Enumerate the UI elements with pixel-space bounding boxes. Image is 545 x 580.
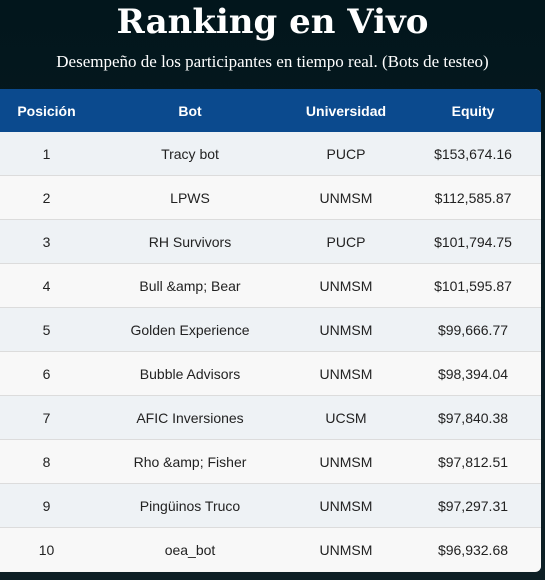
table-row: 7 AFIC Inversiones UCSM $97,840.38 — [0, 395, 541, 440]
page-subtitle: Desempeño de los participantes en tiempo… — [56, 52, 489, 71]
cell-bot: Rho &amp; Fisher — [93, 439, 287, 484]
cell-position: 2 — [0, 175, 93, 220]
table-row: 8 Rho &amp; Fisher UNMSM $97,812.51 — [0, 439, 541, 484]
cell-position: 3 — [0, 219, 93, 264]
cell-university: UNMSM — [287, 175, 405, 220]
cell-equity: $96,932.68 — [437, 541, 509, 558]
cell-equity: $101,595.87 — [405, 263, 541, 308]
table-row: 1 Tracy bot PUCP $153,674.16 — [0, 132, 541, 176]
page-title: Ranking en Vivo — [116, 2, 429, 42]
cell-position: 10 — [38, 541, 55, 558]
cell-equity: $97,812.51 — [405, 439, 541, 484]
column-header-bot: Bot — [178, 102, 202, 119]
cell-university: PUCP — [287, 132, 405, 176]
cell-bot: oea_bot — [164, 541, 216, 558]
table-row: 2 LPWS UNMSM $112,585.87 — [0, 175, 541, 220]
table-body: 1 Tracy bot PUCP $153,674.16 2 LPWS UNMS… — [0, 132, 541, 571]
column-header-university: Universidad — [305, 102, 387, 119]
cell-university: UNMSM — [287, 307, 405, 352]
cell-position: 4 — [0, 263, 93, 308]
cell-bot: LPWS — [93, 175, 287, 220]
cell-bot: Pingüinos Truco — [93, 483, 287, 528]
cell-bot: Bull &amp; Bear — [93, 263, 287, 308]
table-row: 6 Bubble Advisors UNMSM $98,394.04 — [0, 351, 541, 396]
cell-equity: $98,394.04 — [405, 351, 541, 396]
cell-bot: Tracy bot — [93, 132, 287, 176]
cell-bot: Golden Experience — [93, 307, 287, 352]
cell-bot: RH Survivors — [93, 219, 287, 264]
ranking-table-container: Posición Bot Universidad Equity 1 Tracy … — [0, 89, 541, 572]
cell-university: UNMSM — [287, 439, 405, 484]
cell-position: 6 — [0, 351, 93, 396]
cell-equity: $112,585.87 — [405, 175, 541, 220]
table-row: 4 Bull &amp; Bear UNMSM $101,595.87 — [0, 263, 541, 308]
column-header-equity: Equity — [451, 102, 495, 119]
cell-position: 5 — [0, 307, 93, 352]
cell-equity: $97,840.38 — [405, 395, 541, 440]
cell-position: 7 — [0, 395, 93, 440]
cell-university: PUCP — [287, 219, 405, 264]
cell-university: UNMSM — [287, 483, 405, 528]
table-header: Posición Bot Universidad Equity — [0, 89, 541, 132]
cell-position: 9 — [0, 483, 93, 528]
table-row: 9 Pingüinos Truco UNMSM $97,297.31 — [0, 483, 541, 528]
cell-university: UCSM — [287, 395, 405, 440]
ranking-table: Posición Bot Universidad Equity 1 Tracy … — [0, 89, 541, 571]
cell-equity: $99,666.77 — [405, 307, 541, 352]
column-header-position: Posición — [17, 102, 76, 119]
cell-equity: $153,674.16 — [405, 132, 541, 176]
cell-position: 8 — [0, 439, 93, 484]
page-header: Ranking en Vivo Desempeño de los partici… — [0, 0, 545, 72]
cell-equity: $101,794.75 — [405, 219, 541, 264]
table-header-row: Posición Bot Universidad Equity — [0, 89, 541, 132]
cell-position: 1 — [0, 132, 93, 176]
cell-university: UNMSM — [319, 541, 373, 558]
cell-university: UNMSM — [287, 263, 405, 308]
cell-equity: $97,297.31 — [405, 483, 541, 528]
cell-bot: AFIC Inversiones — [93, 395, 287, 440]
table-row: 3 RH Survivors PUCP $101,794.75 — [0, 219, 541, 264]
table-row: 10 oea_bot UNMSM $96,932.68 — [0, 527, 541, 571]
cell-bot: Bubble Advisors — [93, 351, 287, 396]
table-row: 5 Golden Experience UNMSM $99,666.77 — [0, 307, 541, 352]
cell-university: UNMSM — [287, 351, 405, 396]
